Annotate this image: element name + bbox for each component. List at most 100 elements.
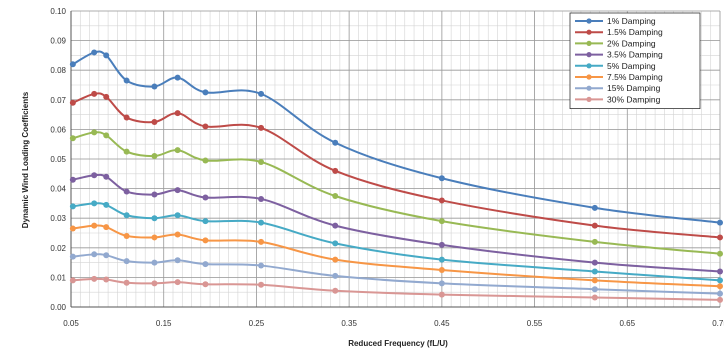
data-point xyxy=(438,218,445,225)
legend-swatch-marker xyxy=(586,29,592,35)
data-point xyxy=(151,83,158,90)
data-point xyxy=(103,52,110,59)
legend-label: 15% Damping xyxy=(607,83,661,93)
y-tick-label: 0.06 xyxy=(50,125,66,134)
data-point xyxy=(717,268,723,275)
y-tick-label: 0.09 xyxy=(50,37,66,46)
data-point xyxy=(591,268,598,275)
data-point xyxy=(151,234,158,241)
x-tick-label: 0.15 xyxy=(156,319,172,328)
data-point xyxy=(332,139,339,146)
legend-swatch-marker xyxy=(586,74,592,80)
data-point xyxy=(103,224,110,231)
data-point xyxy=(332,193,339,199)
data-point xyxy=(438,267,445,273)
y-tick-label: 0.00 xyxy=(50,303,66,312)
data-point xyxy=(91,172,98,179)
legend-label: 2% Damping xyxy=(607,38,656,48)
data-point xyxy=(174,110,181,117)
data-point xyxy=(91,275,98,282)
y-tick-label: 0.07 xyxy=(50,96,66,105)
series-lines xyxy=(69,49,723,303)
data-point xyxy=(591,294,598,301)
data-point xyxy=(591,259,598,266)
data-point xyxy=(123,148,130,155)
data-point xyxy=(174,212,181,219)
series-15-damping xyxy=(69,251,723,297)
data-point xyxy=(123,279,130,286)
data-point xyxy=(591,238,598,245)
x-tick-label: 0.75 xyxy=(712,319,724,328)
y-tick-label: 0.10 xyxy=(50,7,66,16)
data-point xyxy=(103,173,110,180)
x-tick-label: 0.55 xyxy=(527,319,543,328)
data-point xyxy=(174,231,181,238)
data-point xyxy=(123,77,130,84)
x-axis-title: Reduced Frequency (fL/U) xyxy=(348,339,448,348)
data-point xyxy=(103,252,110,259)
data-point xyxy=(717,234,723,241)
data-point xyxy=(717,283,723,290)
data-point xyxy=(69,225,76,232)
data-point xyxy=(103,93,110,100)
data-point xyxy=(69,277,76,284)
x-tick-label: 0.25 xyxy=(249,319,265,328)
data-point xyxy=(202,194,209,201)
data-point xyxy=(258,90,265,97)
data-point xyxy=(123,188,130,195)
data-point xyxy=(591,286,598,293)
y-tick-label: 0.04 xyxy=(50,185,66,194)
data-point xyxy=(174,279,181,286)
y-tick-labels: 0.00 0.01 0.02 0.03 0.04 0.05 0.06 0.07 0.08 0.09… xyxy=(50,7,66,312)
data-point xyxy=(69,99,76,106)
legend-swatch-marker xyxy=(586,40,592,47)
data-point xyxy=(438,241,445,248)
x-tick-label: 0.35 xyxy=(341,319,357,328)
data-point xyxy=(91,200,98,207)
data-point xyxy=(103,201,110,208)
data-point xyxy=(123,212,130,219)
data-point xyxy=(202,123,209,130)
data-point xyxy=(717,277,723,284)
data-point xyxy=(332,167,339,174)
data-point xyxy=(123,258,130,265)
y-tick-label: 0.03 xyxy=(50,214,66,223)
data-point xyxy=(69,61,76,68)
data-point xyxy=(438,256,445,263)
data-point xyxy=(151,280,158,287)
data-point xyxy=(91,90,98,97)
data-point xyxy=(332,256,339,263)
data-point xyxy=(202,237,209,244)
data-point xyxy=(258,219,265,226)
data-point xyxy=(332,287,339,294)
data-point xyxy=(123,232,130,239)
series-5-damping xyxy=(69,200,723,284)
legend-label: 5% Damping xyxy=(607,61,656,71)
series-1-damping xyxy=(69,49,723,226)
data-point xyxy=(103,276,110,283)
y-tick-label: 0.08 xyxy=(50,66,66,75)
data-point xyxy=(174,257,181,264)
data-point xyxy=(591,277,598,284)
legend-box xyxy=(569,12,701,109)
data-point xyxy=(151,191,158,198)
data-point xyxy=(332,222,339,229)
data-point xyxy=(591,204,598,211)
data-point xyxy=(717,290,723,297)
legend-swatch-marker xyxy=(586,52,592,58)
data-point xyxy=(91,222,98,229)
series-7-5-damping xyxy=(69,222,723,290)
data-point xyxy=(91,49,98,56)
data-point xyxy=(91,251,98,258)
data-point xyxy=(202,281,209,288)
legend-label: 1.5% Damping xyxy=(607,27,663,37)
x-tick-label: 0.65 xyxy=(619,319,635,328)
data-point xyxy=(258,195,265,202)
x-tick-label: 0.45 xyxy=(434,319,450,328)
data-point xyxy=(717,219,723,226)
data-point xyxy=(174,74,181,81)
data-point xyxy=(69,203,76,210)
legend-swatch-marker xyxy=(586,96,592,102)
data-point xyxy=(332,272,339,279)
